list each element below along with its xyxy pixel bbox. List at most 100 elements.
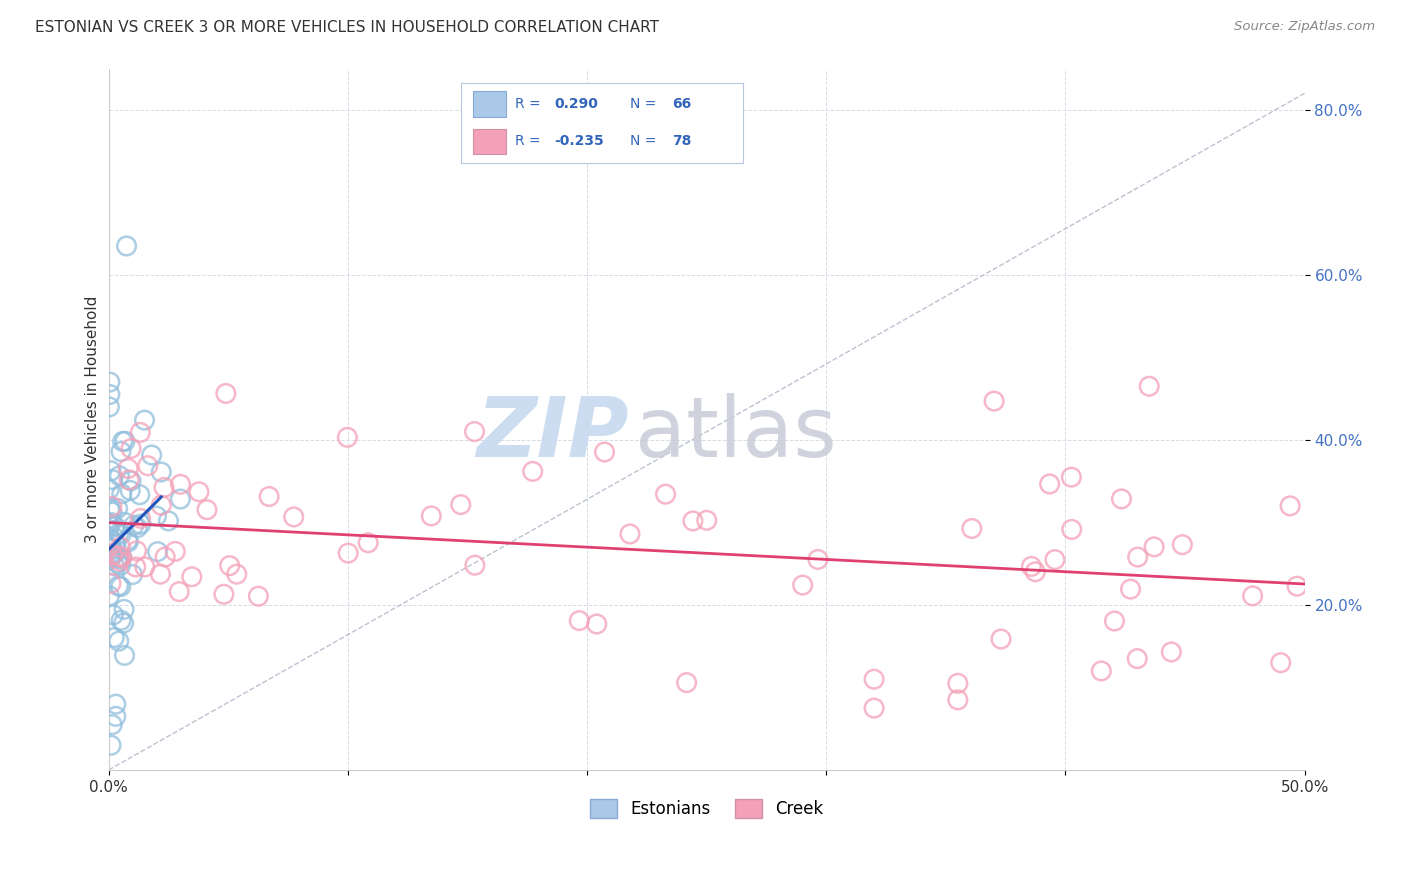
Point <box>101 717 124 731</box>
Point <box>110 580 132 594</box>
Point <box>118 473 141 487</box>
Point <box>104 536 127 550</box>
Point <box>1143 540 1166 554</box>
Point <box>420 508 443 523</box>
Point <box>134 413 156 427</box>
Point <box>111 487 134 501</box>
Point <box>960 522 983 536</box>
Point <box>1060 470 1083 484</box>
Point <box>110 558 132 573</box>
Point <box>110 540 132 554</box>
Point <box>1126 550 1149 565</box>
Point <box>128 488 150 502</box>
Point <box>104 697 127 711</box>
Point <box>107 551 129 566</box>
Point <box>98 400 121 414</box>
Point <box>167 584 190 599</box>
Point <box>1137 379 1160 393</box>
Point <box>100 464 122 478</box>
Point <box>110 613 132 627</box>
Point <box>104 709 127 723</box>
Point <box>120 474 142 488</box>
Point <box>619 527 641 541</box>
Point <box>103 631 125 645</box>
Point <box>1090 664 1112 678</box>
Point <box>107 501 129 516</box>
Point <box>98 547 121 561</box>
Point <box>100 552 122 566</box>
Point <box>107 549 129 563</box>
Point <box>111 550 134 565</box>
Point <box>101 473 124 487</box>
Point <box>127 521 149 535</box>
Point <box>696 513 718 527</box>
Point <box>115 239 138 253</box>
Point <box>103 558 125 573</box>
Point <box>863 701 886 715</box>
Point <box>108 468 131 483</box>
Point <box>111 550 134 565</box>
Point <box>117 535 139 549</box>
Point <box>1279 499 1302 513</box>
Point <box>357 535 380 549</box>
Point <box>946 693 969 707</box>
Point <box>218 558 240 573</box>
Point <box>101 548 124 562</box>
Point <box>101 500 124 514</box>
Point <box>104 519 127 533</box>
Point <box>136 458 159 473</box>
Point <box>100 516 122 530</box>
Point <box>114 516 136 530</box>
Point <box>1241 589 1264 603</box>
Point <box>585 617 607 632</box>
Point <box>247 589 270 603</box>
Point <box>103 607 125 622</box>
Point <box>807 552 830 566</box>
Point <box>112 615 135 630</box>
Point <box>100 549 122 564</box>
Point <box>125 560 148 574</box>
Point <box>1111 491 1133 506</box>
Point <box>98 530 121 544</box>
Point <box>1024 565 1046 579</box>
Point <box>100 533 122 547</box>
Point <box>1126 651 1149 665</box>
Point <box>117 533 139 547</box>
Point <box>153 549 176 564</box>
Point <box>104 524 127 538</box>
Point <box>98 589 121 603</box>
Point <box>145 509 167 524</box>
Point <box>1119 582 1142 596</box>
Point <box>149 567 172 582</box>
Point <box>114 648 136 663</box>
Point <box>1039 477 1062 491</box>
Point <box>165 544 187 558</box>
Point <box>1104 614 1126 628</box>
Point <box>120 442 142 456</box>
Point <box>169 491 191 506</box>
Point <box>792 578 814 592</box>
Point <box>111 434 134 449</box>
Point <box>129 425 152 440</box>
Point <box>104 524 127 538</box>
Point <box>105 556 128 570</box>
Point <box>682 514 704 528</box>
Point <box>150 498 173 512</box>
Point <box>153 480 176 494</box>
Point <box>117 461 139 475</box>
Point <box>180 570 202 584</box>
Text: ESTONIAN VS CREEK 3 OR MORE VEHICLES IN HOUSEHOLD CORRELATION CHART: ESTONIAN VS CREEK 3 OR MORE VEHICLES IN … <box>35 20 659 35</box>
Point <box>98 517 121 532</box>
Point <box>121 567 143 582</box>
Point <box>104 538 127 552</box>
Point <box>108 526 131 541</box>
Point <box>654 487 676 501</box>
Point <box>110 527 132 541</box>
Point <box>98 502 121 516</box>
Point <box>129 511 152 525</box>
Text: ZIP: ZIP <box>477 392 628 474</box>
Point <box>108 554 131 568</box>
Point <box>120 483 142 498</box>
Y-axis label: 3 or more Vehicles in Household: 3 or more Vehicles in Household <box>86 295 100 543</box>
Point <box>450 498 472 512</box>
